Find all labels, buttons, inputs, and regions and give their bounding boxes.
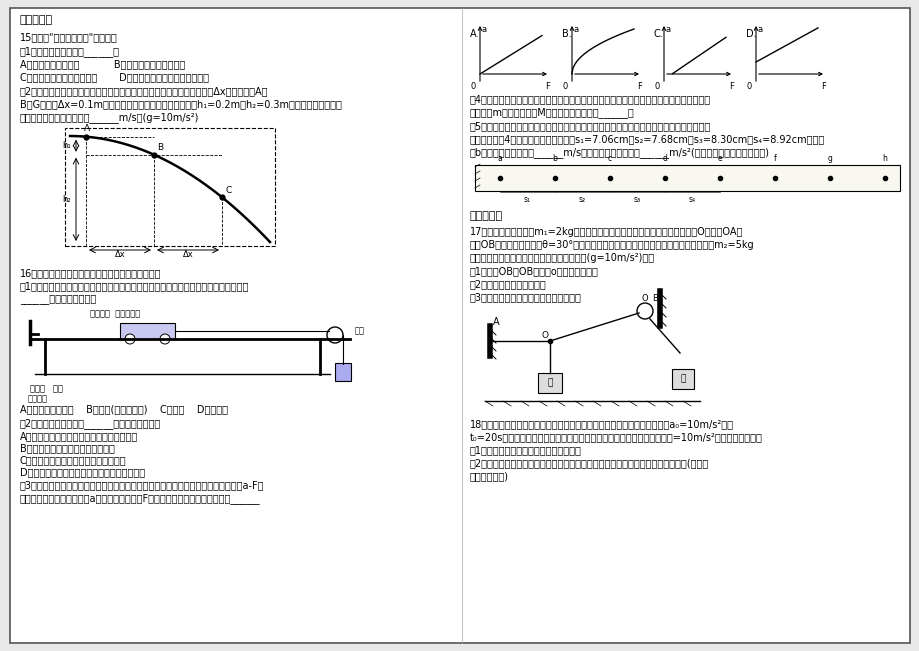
Text: s₁: s₁ xyxy=(524,195,530,204)
Text: h₂: h₂ xyxy=(62,195,71,204)
Text: 16．某同学用如图所示的实验装置验证牛顿第二定律: 16．某同学用如图所示的实验装置验证牛顿第二定律 xyxy=(20,268,162,278)
Text: e: e xyxy=(717,154,721,163)
Text: 0: 0 xyxy=(746,82,751,91)
Text: C.: C. xyxy=(653,29,663,38)
Text: （2）某次实验中，只画出了如图所示的一部分曲线，在曲线上取水平距离Δx相等的三点A、: （2）某次实验中，只画出了如图所示的一部分曲线，在曲线上取水平距离Δx相等的三点… xyxy=(20,86,268,96)
Text: b: b xyxy=(552,154,557,163)
Text: 定滑轮   绳线: 定滑轮 绳线 xyxy=(30,384,62,393)
Text: F: F xyxy=(729,82,733,91)
Text: （4）消除小车与水平木板之间摩擦力的影响后，可用钩码总重力代替小车所受的拉力，此时: （4）消除小车与水平木板之间摩擦力的影响后，可用钩码总重力代替小车所受的拉力，此… xyxy=(470,94,710,104)
Bar xyxy=(65,128,275,246)
Text: 小车轨道  打点计时器: 小车轨道 打点计时器 xyxy=(90,309,140,318)
Text: （1）下列说法正确的是______。: （1）下列说法正确的是______。 xyxy=(20,46,119,57)
Text: 0: 0 xyxy=(562,82,567,91)
Text: 计数点间还有4个计时点没有标出，其中s₁=7.06cm，s₂=7.68cm，s₃=8.30cm，s₄=8.92cm，那么: 计数点间还有4个计时点没有标出，其中s₁=7.06cm，s₂=7.68cm，s₃… xyxy=(470,134,824,144)
Text: a: a xyxy=(757,25,762,34)
Text: （2）下列说法正确的是______（选填字母代号）: （2）下列说法正确的是______（选填字母代号） xyxy=(20,418,161,429)
Text: （2）物体乙对地面的压力；: （2）物体乙对地面的压力； xyxy=(470,279,546,289)
Text: B.: B. xyxy=(562,29,571,38)
Text: 15．在做"研究平抛运动"的实验中: 15．在做"研究平抛运动"的实验中 xyxy=(20,32,118,42)
Text: s₃: s₃ xyxy=(633,195,641,204)
Text: 求得物体抛出时的初速度为______m/s，(g=10m/s²): 求得物体抛出时的初速度为______m/s，(g=10m/s²) xyxy=(20,112,199,123)
Bar xyxy=(474,165,899,191)
Text: a: a xyxy=(482,25,486,34)
Text: C: C xyxy=(226,186,232,195)
Bar xyxy=(119,323,175,339)
Text: Δx: Δx xyxy=(183,250,194,259)
Text: 系是下列的哪幅图像？图中a是小车的加速度，F是绳线作用于小车的拉力，答：______: 系是下列的哪幅图像？图中a是小车的加速度，F是绳线作用于小车的拉力，答：____… xyxy=(20,493,260,504)
Text: A．斜槽轨道必须光滑           B．斜槽轨道末端必须水平: A．斜槽轨道必须光滑 B．斜槽轨道末端必须水平 xyxy=(20,59,185,69)
Text: d: d xyxy=(662,154,666,163)
Text: D．只需要一条纸带即可确定加速度与力的关系: D．只需要一条纸带即可确定加速度与力的关系 xyxy=(20,467,145,477)
Text: （1）该同学在实验前准备了图中所示的实验装置及下列辅助器材，其中不必要的器材是: （1）该同学在实验前准备了图中所示的实验装置及下列辅助器材，其中不必要的器材是 xyxy=(20,281,249,291)
Text: 乙: 乙 xyxy=(679,374,685,383)
Text: t₀=20s后小火箭与试验炸弹自动分离，预定试验炸弹在最高点爆炸，速度=10m/s²，不计空气阻力，: t₀=20s后小火箭与试验炸弹自动分离，预定试验炸弹在最高点爆炸，速度=10m/… xyxy=(470,432,762,442)
Circle shape xyxy=(125,334,135,344)
Text: Δx: Δx xyxy=(115,250,126,259)
Text: h₁: h₁ xyxy=(62,141,71,150)
Text: 的物体乙相连，物体甲、乙均处于静止状态，(g=10m/s²)求：: 的物体乙相连，物体甲、乙均处于静止状态，(g=10m/s²)求： xyxy=(470,253,654,263)
Text: 甲: 甲 xyxy=(547,378,552,387)
Text: a: a xyxy=(665,25,670,34)
Text: F: F xyxy=(637,82,641,91)
Text: 17．如图所示，质量为m₁=2kg的物体甲通过三段轻绳悬挂，三段轻绳的结点为O，轻绳OA水: 17．如图所示，质量为m₁=2kg的物体甲通过三段轻绳悬挂，三段轻绳的结点为O，… xyxy=(470,227,743,237)
Text: （1）轻绳OB，OB对结点o点的拉力大小；: （1）轻绳OB，OB对结点o点的拉力大小； xyxy=(470,266,598,276)
Text: F: F xyxy=(545,82,550,91)
Text: g: g xyxy=(827,154,832,163)
Text: D.: D. xyxy=(745,29,755,38)
Text: ______（选填字母代号）: ______（选填字母代号） xyxy=(20,294,96,304)
Text: f: f xyxy=(773,154,776,163)
Text: 钩码质量m与小车总质量M之间应满足的关系为______；: 钩码质量m与小车总质量M之间应满足的关系为______； xyxy=(470,107,634,118)
Bar xyxy=(538,373,562,393)
Bar xyxy=(671,369,693,389)
Text: 18．一枚小火箭携带试验炸弹沿竖直方向匀加速发射升空，小火箭的加速度a₀=10m/s²，经: 18．一枚小火箭携带试验炸弹沿竖直方向匀加速发射升空，小火箭的加速度a₀=10m… xyxy=(470,419,733,429)
Text: 0: 0 xyxy=(654,82,659,91)
Text: A.: A. xyxy=(470,29,479,38)
Circle shape xyxy=(160,334,170,344)
Text: （5）某同学在实验中，打出的一条纸带如图所示，他选择了几个计时点作为计数点，相邻两: （5）某同学在实验中，打出的一条纸带如图所示，他选择了几个计时点作为计数点，相邻… xyxy=(470,121,710,131)
Text: B．实验时应先释放小车后接通电源: B．实验时应先释放小车后接通电源 xyxy=(20,443,115,453)
Text: （3）某学生在平衡摩擦力时，把长木板的一端垫得过高，使得倾角偏大，他所得到的a-F关: （3）某学生在平衡摩擦力时，把长木板的一端垫得过高，使得倾角偏大，他所得到的a-… xyxy=(20,480,265,490)
Text: A: A xyxy=(493,317,499,327)
Text: 盘和砝码: 盘和砝码 xyxy=(28,394,48,403)
Text: （1）试验炸弹预定爆炸点的高度是多少？: （1）试验炸弹预定爆炸点的高度是多少？ xyxy=(470,445,581,455)
Text: s₂: s₂ xyxy=(578,195,585,204)
Bar xyxy=(335,363,351,381)
Text: B: B xyxy=(157,143,163,152)
Text: B: B xyxy=(652,294,657,303)
Text: a: a xyxy=(497,154,502,163)
Text: c: c xyxy=(607,154,611,163)
Text: A: A xyxy=(84,124,90,133)
Text: （2）若试验失败，炸弹未爆炸，如果不采取措施，炸弹会在分离后多长时间落地？(计算结: （2）若试验失败，炸弹未爆炸，如果不采取措施，炸弹会在分离后多长时间落地？(计算… xyxy=(470,458,709,468)
Text: s₄: s₄ xyxy=(688,195,696,204)
Text: a: a xyxy=(573,25,578,34)
Text: A．交流电源、导线    B．天平(含配套砝码)    C．秒表    D．刻度尺: A．交流电源、导线 B．天平(含配套砝码) C．秒表 D．刻度尺 xyxy=(20,404,228,414)
Text: 纸带: 纸带 xyxy=(355,326,365,335)
Text: O: O xyxy=(541,331,549,340)
Text: 三、实验题: 三、实验题 xyxy=(20,15,53,25)
Text: 打b点的瞬时速度大小是______m/s，纸带加速度的大小是______m/s²(计算结果保留两位有效数字): 打b点的瞬时速度大小是______m/s，纸带加速度的大小是______m/s²… xyxy=(470,147,769,158)
Text: A．每次改变小车质量时，反重新平衡摩擦力: A．每次改变小车质量时，反重新平衡摩擦力 xyxy=(20,431,138,441)
Text: 四、解答题: 四、解答题 xyxy=(470,211,503,221)
Text: F: F xyxy=(821,82,825,91)
Text: O: O xyxy=(641,294,648,303)
Text: 0: 0 xyxy=(471,82,475,91)
Text: h: h xyxy=(881,154,887,163)
Text: （3）滑轮轴对滑轮的弹力的大小和方向。: （3）滑轮轴对滑轮的弹力的大小和方向。 xyxy=(470,292,581,302)
Text: 平，OB与水平方向的夹角θ=30°，且通过一个光滑的轻滑轮与放置在水平面上的质量为m₂=5kg: 平，OB与水平方向的夹角θ=30°，且通过一个光滑的轻滑轮与放置在水平面上的质量… xyxy=(470,240,754,250)
Text: C．本实验应用的实验方法是控制变量法: C．本实验应用的实验方法是控制变量法 xyxy=(20,455,127,465)
Text: 果可保留根号): 果可保留根号) xyxy=(470,471,508,481)
Text: B、G，量得Δx=0.1m，又量出它们之间的竖直距离分别为h₁=0.2m，h₂=0.3m，利用这些数据，可: B、G，量得Δx=0.1m，又量出它们之间的竖直距离分别为h₁=0.2m，h₂=… xyxy=(20,99,342,109)
Text: C．每次必须由静止释放小球       D．每次小球释放的位置必须相同: C．每次必须由静止释放小球 D．每次小球释放的位置必须相同 xyxy=(20,72,209,82)
